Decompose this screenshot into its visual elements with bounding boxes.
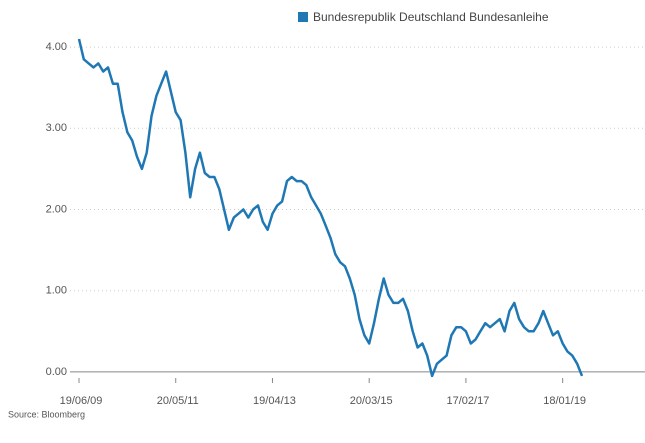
x-tick-label: 17/02/17 [447, 395, 490, 407]
y-tick-label: 0.00 [46, 366, 67, 378]
x-tick-label: 20/05/11 [157, 395, 199, 407]
y-tick-label: 1.00 [46, 285, 67, 297]
y-tick-label: 2.00 [46, 203, 67, 215]
x-tick-label: 18/01/19 [543, 395, 586, 407]
legend-label: Bundesrepublik Deutschland Bundesanleihe [313, 10, 549, 24]
source-note: Source: Bloomberg [8, 409, 85, 419]
legend-swatch [298, 12, 308, 22]
y-tick-label: 4.00 [46, 41, 67, 53]
x-tick-label: 20/03/15 [350, 395, 393, 407]
y-tick-label: 3.00 [46, 122, 67, 134]
x-tick-label: 19/04/13 [253, 395, 296, 407]
x-tick-label: 19/06/09 [60, 395, 103, 407]
data-line [77, 38, 584, 378]
